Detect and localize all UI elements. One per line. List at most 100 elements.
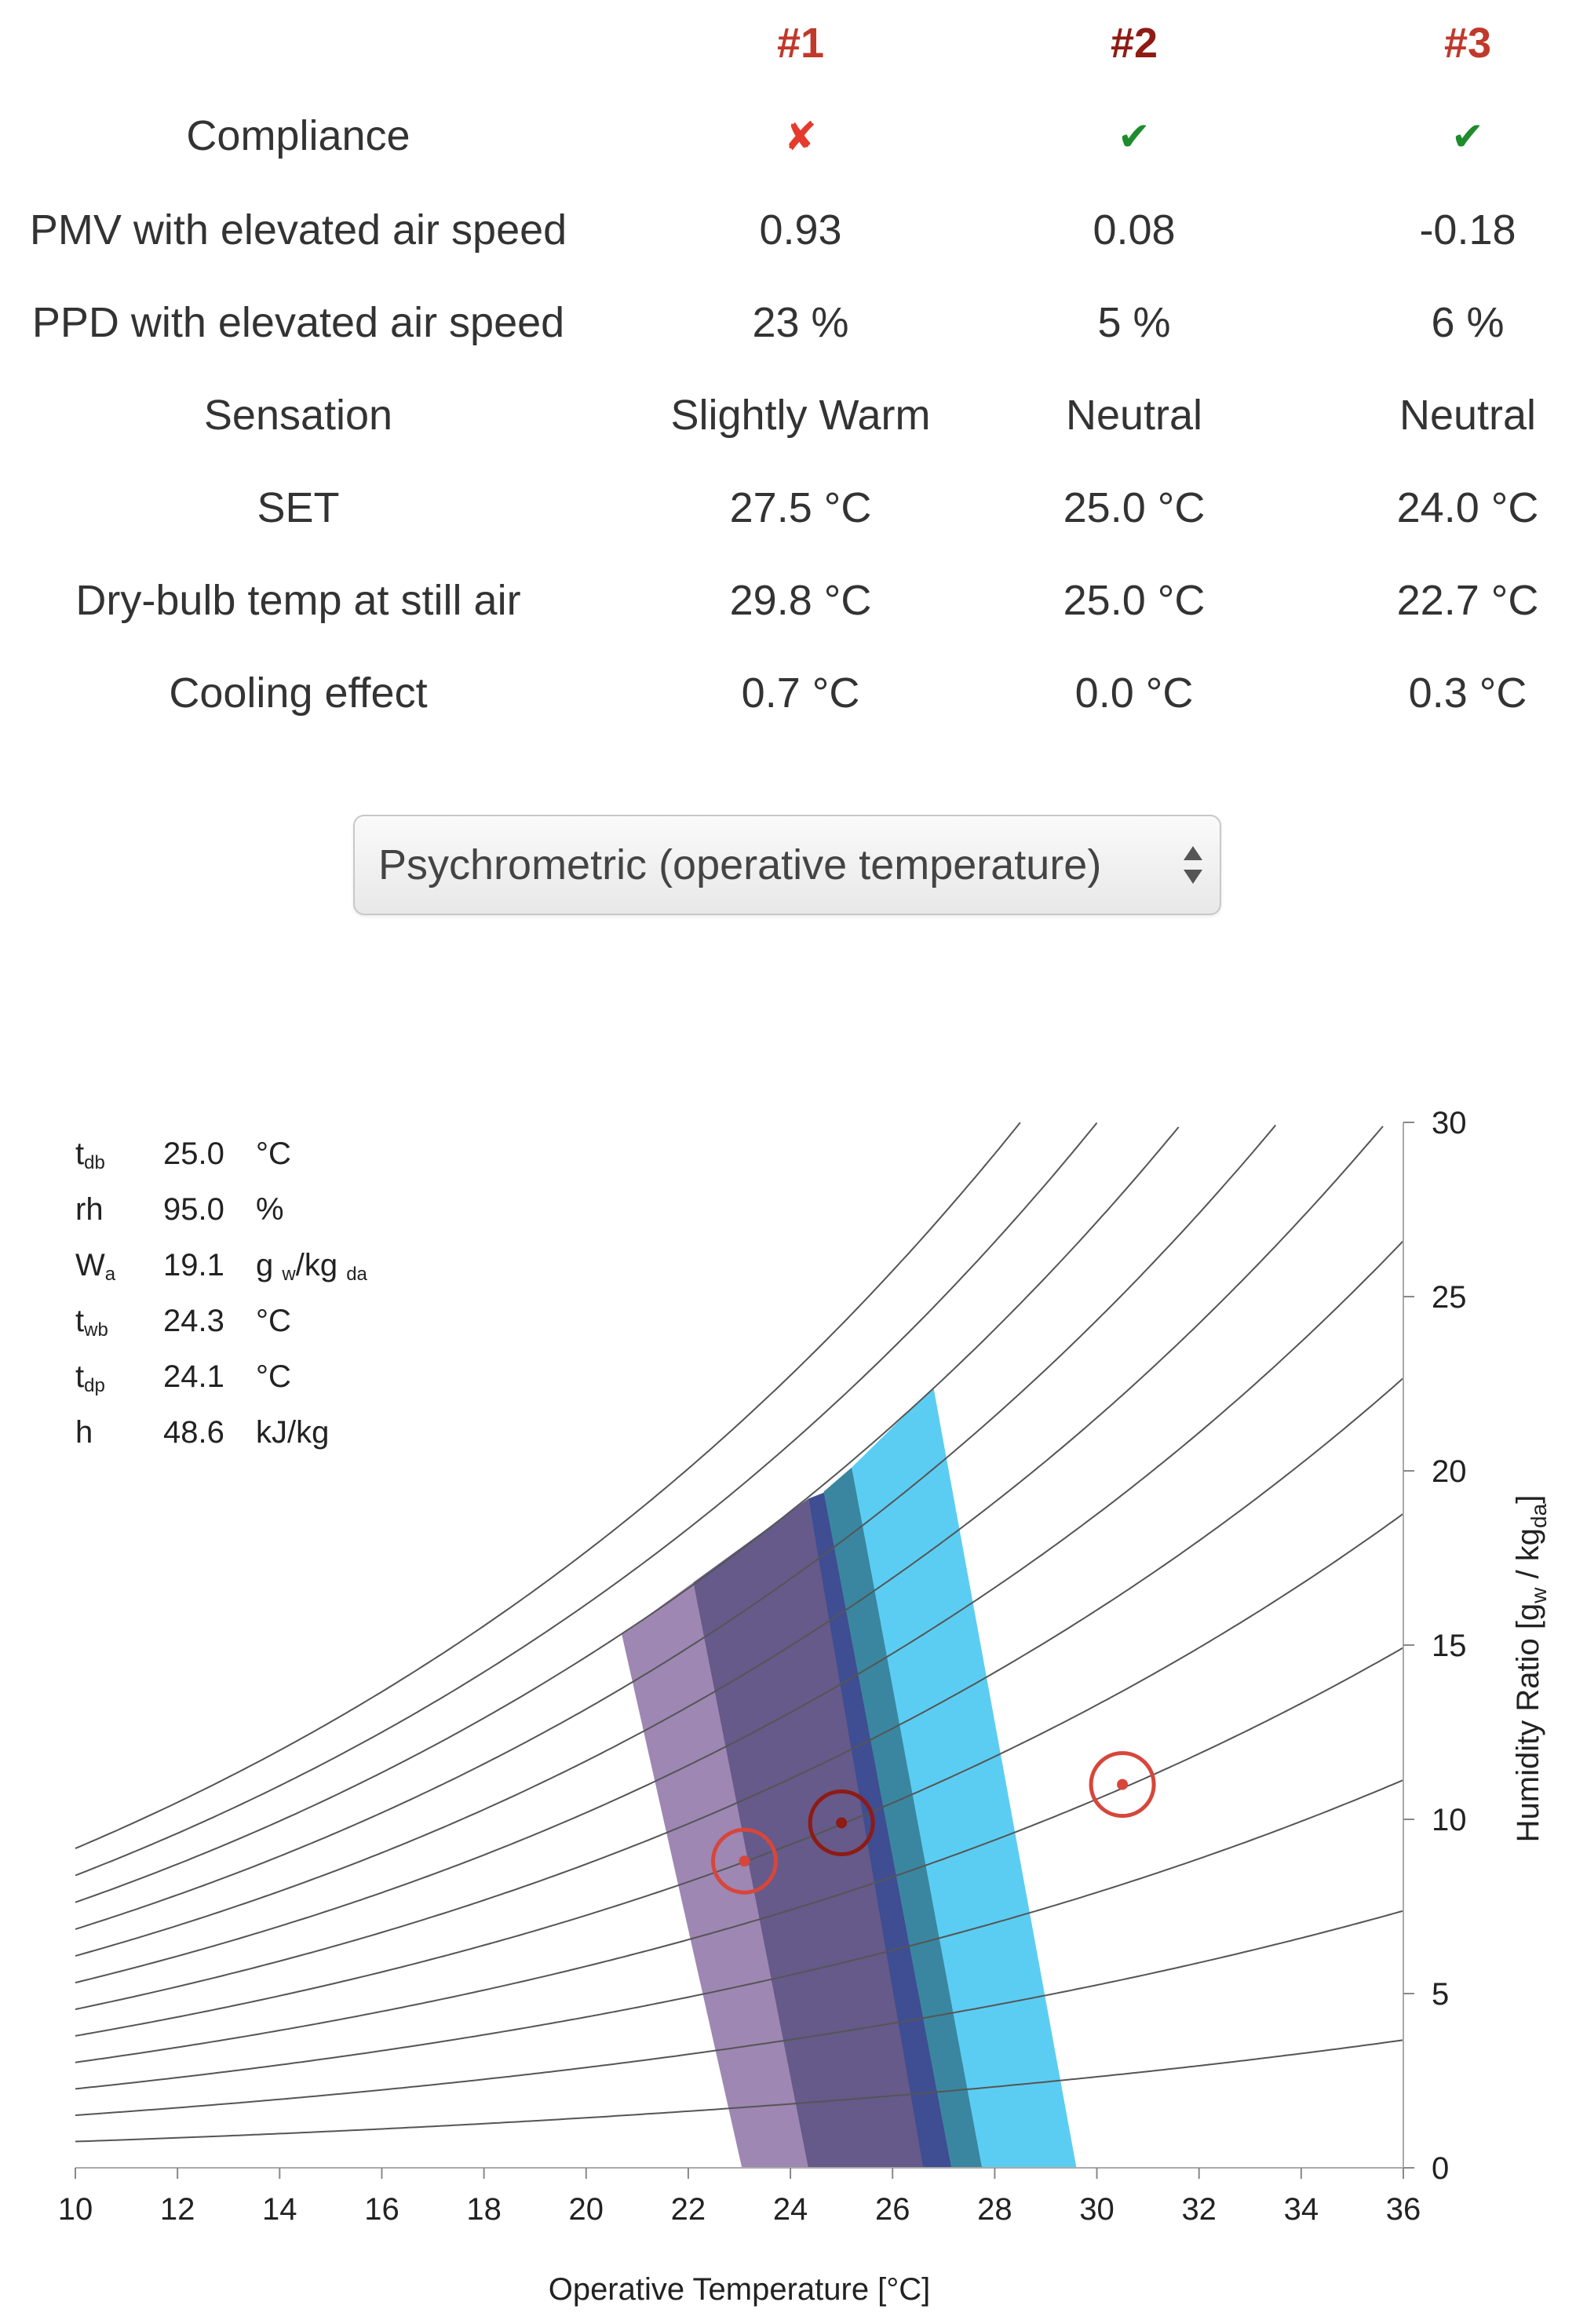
psychrometric-chart[interactable]: 10 12 14 16 18 20 22 24 26 28 30 32 34 36 Operative Te… (0, 1083, 1576, 2324)
readout-value: 95.0 (163, 1192, 224, 1227)
data-point[interactable] (808, 1789, 875, 1856)
comfort-zone (808, 1491, 954, 2168)
column-header-3: #3 (1443, 20, 1492, 67)
y-tick-label: 20 (1432, 1454, 1467, 1489)
x-tick-label: 32 (1181, 2192, 1217, 2227)
results-header-row: #1 #2 #3 (0, 0, 1576, 86)
axes: 10 12 14 16 18 20 22 24 26 28 30 32 34 36 Operative Te… (58, 1106, 1551, 2307)
x-tick-label: 24 (773, 2192, 808, 2227)
row-label: Cooling effect (169, 669, 428, 717)
still-air-row: Dry-bulb temp at still air 29.8 °C 25.0 … (0, 557, 1576, 644)
rh-curve (75, 1910, 1404, 2116)
readout-value: 24.3 (163, 1304, 224, 1338)
row-label: Dry-bulb temp at still air (75, 577, 521, 624)
x-axis-label: Operative Temperature [°C] (549, 2272, 931, 2307)
compliance-fail-icon: ✘ (784, 115, 817, 159)
cooling-effect-row: Cooling effect 0.7 °C 0.0 °C 0.3 °C (0, 650, 1576, 736)
ppd-value-1: 23 % (752, 299, 849, 346)
chart-canvas[interactable]: 10 12 14 16 18 20 22 24 26 28 30 32 34 36 Operative Te… (0, 1083, 1576, 2324)
y-tick-label: 15 (1432, 1629, 1467, 1663)
y-axis-label-part: / kg (1511, 1528, 1545, 1588)
pmv-value-2: 0.08 (1093, 206, 1176, 254)
y-tick-label: 10 (1432, 1803, 1467, 1837)
data-point-dot (836, 1817, 848, 1829)
data-point-ring (1089, 1751, 1156, 1819)
x-tick-label: 18 (466, 2192, 502, 2227)
comfort-zone (823, 1467, 985, 2168)
y-axis-label-part: w (1527, 1587, 1551, 1604)
x-tick-label: 30 (1079, 2192, 1115, 2227)
rh-curve (75, 1377, 1404, 2010)
x-tick-label: 34 (1284, 2192, 1319, 2227)
readout-unit: kJ/kg (256, 1415, 330, 1450)
x-tick-label: 16 (364, 2192, 399, 2227)
compliance-row: Compliance ✘ ✔ ✔ (0, 93, 1576, 179)
y-axis-label-part: ] (1511, 1495, 1545, 1504)
data-point-dot (739, 1855, 750, 1867)
ppd-value-2: 5 % (1097, 299, 1171, 346)
rh-curve (75, 1122, 1098, 1877)
row-label: PPD with elevated air speed (31, 299, 565, 346)
set-value-1: 27.5 °C (729, 484, 872, 531)
readout-symbol: tdb (75, 1136, 105, 1173)
data-point-ring (711, 1827, 779, 1895)
y-axis-label: Humidity Ratio [gw / kgda] (1511, 1495, 1551, 1843)
y-tick-label: 25 (1432, 1280, 1467, 1315)
rh-curve (75, 1512, 1404, 2037)
still-air-value-3: 22.7 °C (1396, 577, 1539, 624)
set-row: SET 27.5 °C 25.0 °C 24.0 °C (0, 465, 1576, 551)
pmv-value-3: -0.18 (1419, 206, 1516, 254)
sensation-row: Sensation Slightly Warm Neutral Neutral (0, 372, 1576, 458)
set-value-3: 24.0 °C (1396, 484, 1539, 531)
rh-curve (75, 1779, 1404, 2090)
readout-value: 19.1 (163, 1248, 224, 1282)
readout-unit: °C (256, 1359, 291, 1394)
data-point[interactable] (1089, 1751, 1156, 1819)
row-label: SET (257, 484, 340, 531)
data-points[interactable] (711, 1751, 1156, 1895)
sensation-value-1: Slightly Warm (670, 392, 931, 439)
rh-curve (75, 1240, 1404, 1984)
readout-unit: °C (256, 1304, 291, 1338)
readout-symbol: rh (75, 1192, 104, 1227)
comfort-zone (693, 1498, 926, 2168)
row-label: Sensation (203, 392, 393, 439)
x-tick-label: 10 (58, 2192, 93, 2227)
x-tick-label: 28 (977, 2192, 1012, 2227)
data-point[interactable] (711, 1827, 779, 1895)
x-tick-label: 20 (569, 2192, 604, 2227)
rh-curve (75, 2039, 1404, 2143)
rh-curve (75, 1647, 1404, 2063)
sensation-value-3: Neutral (1399, 392, 1537, 439)
readout-unit: °C (256, 1136, 291, 1171)
still-air-value-2: 25.0 °C (1063, 577, 1206, 624)
set-value-2: 25.0 °C (1063, 484, 1206, 531)
readout-symbol: tdp (75, 1359, 105, 1396)
x-tick-label: 22 (671, 2192, 706, 2227)
x-tick-label: 36 (1386, 2192, 1421, 2227)
readout-unit: % (256, 1192, 284, 1227)
y-axis-label-part: da (1527, 1503, 1551, 1528)
rh-curve (75, 1124, 1277, 1930)
readout-value: 25.0 (163, 1136, 224, 1171)
still-air-value-1: 29.8 °C (729, 577, 872, 624)
chart-type-select[interactable]: Psychrometric (operative temperature) (353, 815, 1221, 915)
x-tick-label: 12 (160, 2192, 195, 2227)
y-tick-label: 30 (1432, 1106, 1467, 1140)
readout-value: 48.6 (163, 1415, 224, 1450)
pmv-value-1: 0.93 (759, 206, 842, 254)
y-tick-label: 5 (1432, 1977, 1449, 2012)
x-tick-label: 14 (262, 2192, 297, 2227)
compliance-pass-icon: ✔ (1118, 115, 1151, 159)
rh-curves (75, 1122, 1404, 2143)
chart-type-selected: Psychrometric (operative temperature) (378, 841, 1102, 888)
row-label: PMV with elevated air speed (29, 206, 567, 254)
rh-curve (75, 1122, 1021, 1850)
rh-curve (75, 1126, 1384, 1957)
ppd-row: PPD with elevated air speed 23 % 5 % 6 % (0, 279, 1576, 366)
readout-value: 24.1 (163, 1359, 224, 1394)
ppd-value-3: 6 % (1431, 299, 1505, 346)
y-tick-label: 0 (1432, 2151, 1449, 2186)
rh-curve (75, 1126, 1180, 1903)
readout-symbol: h (75, 1415, 93, 1450)
